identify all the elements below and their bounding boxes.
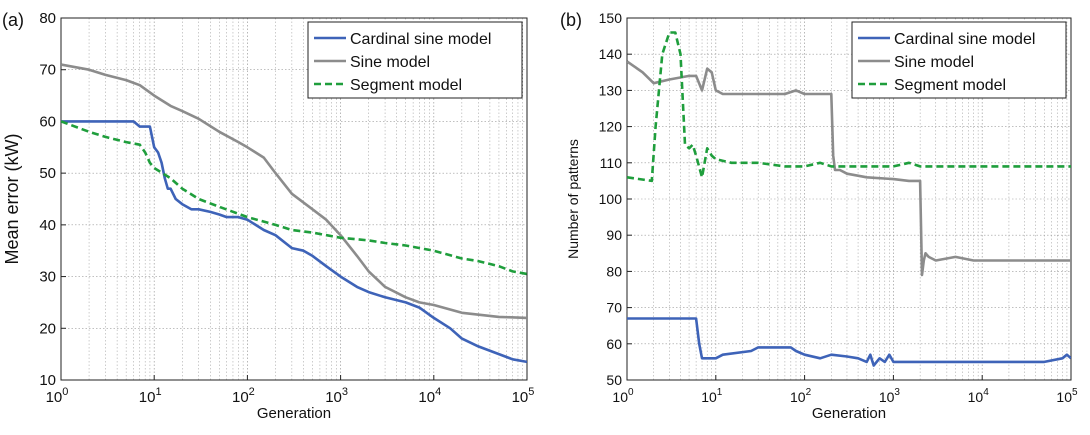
y-tick-label: 60 — [606, 336, 622, 352]
legend: Cardinal sine model Sine model Segment mod… — [307, 21, 523, 99]
y-tick-label: 130 — [599, 82, 623, 98]
x-tick-label: 100 — [612, 387, 634, 405]
y-tick-label: 70 — [39, 62, 56, 79]
y-tick-label: 80 — [606, 263, 622, 279]
x-tick-label: 102 — [232, 386, 255, 406]
y-tick-label: 10 — [39, 372, 56, 389]
x-axis-label: Generation — [257, 405, 331, 422]
y-tick-label: 150 — [599, 10, 623, 26]
x-tick-label: 103 — [879, 387, 901, 405]
y-tick-label: 50 — [606, 372, 622, 388]
series-line-sine-model — [627, 60, 1071, 277]
y-tick-label: 100 — [599, 191, 623, 207]
x-tick-label: 105 — [1056, 387, 1078, 405]
legend: Cardinal sine model Sine model Segment mod… — [851, 21, 1067, 99]
y-tick-label: 110 — [600, 155, 623, 171]
y-tick-label: 20 — [39, 320, 56, 337]
y-tick-label: 40 — [39, 217, 56, 234]
chart-panel-a: 100 101 102 103 104 105 10 20 30 40 50 60 70 80 Genera… — [2, 10, 534, 422]
series-line-segment-model — [627, 31, 1071, 183]
series-line-cardinal-sine-model — [61, 120, 527, 364]
y-tick-label: 120 — [599, 119, 623, 135]
x-tick-label: 104 — [418, 386, 441, 406]
legend-label: Segment model — [350, 77, 462, 94]
x-tick-label: 101 — [139, 386, 162, 406]
legend-label: Sine model — [894, 54, 974, 71]
x-tick-label: 100 — [46, 386, 69, 406]
x-tick-label: 104 — [968, 387, 990, 405]
y-tick-label: 140 — [599, 46, 623, 62]
y-tick-label: 90 — [606, 227, 622, 243]
y-tick-label: 60 — [39, 113, 56, 130]
legend-label: Cardinal sine model — [894, 31, 1035, 48]
x-axis-label: Generation — [812, 405, 886, 422]
legend-label: Sine model — [350, 54, 430, 71]
x-tick-label: 105 — [512, 386, 535, 406]
x-tick-label: 102 — [790, 387, 812, 405]
legend-label: Cardinal sine model — [350, 31, 491, 48]
series-line-segment-model — [61, 120, 527, 276]
x-tick-label: 101 — [701, 387, 723, 405]
chart-panel-b: 100 101 102 103 104 105 50 60 70 80 90 100 110 120 130… — [560, 10, 1078, 422]
panel-label: (b) — [560, 10, 582, 30]
y-tick-label: 30 — [39, 269, 56, 286]
y-tick-label: 70 — [606, 300, 622, 316]
y-axis-label: Mean error (kW) — [2, 133, 22, 264]
y-tick-label: 50 — [39, 165, 56, 182]
y-tick-label: 80 — [39, 10, 56, 27]
series-line-cardinal-sine-model — [627, 317, 1071, 367]
x-tick-label: 103 — [325, 386, 348, 406]
y-axis-label: Number of patterns — [565, 139, 581, 259]
series-line-sine-model — [61, 63, 527, 320]
plot-frame — [60, 17, 528, 381]
panel-label: (a) — [2, 10, 24, 30]
legend-label: Segment model — [894, 77, 1006, 94]
